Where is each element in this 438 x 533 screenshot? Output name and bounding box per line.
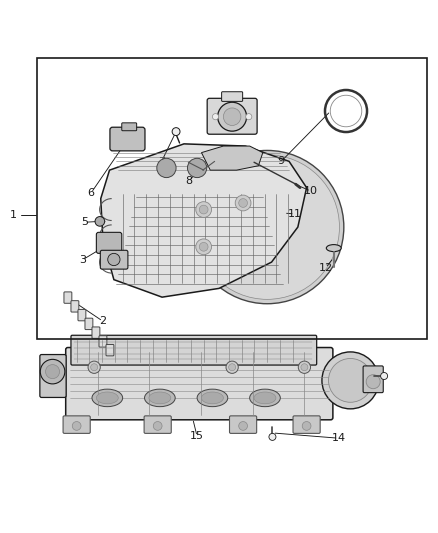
- FancyBboxPatch shape: [363, 366, 383, 393]
- Circle shape: [218, 102, 247, 131]
- Text: 3: 3: [79, 255, 86, 265]
- Circle shape: [322, 352, 379, 409]
- Circle shape: [328, 359, 372, 402]
- FancyBboxPatch shape: [106, 344, 114, 356]
- Ellipse shape: [92, 389, 123, 407]
- Text: 11: 11: [288, 209, 302, 219]
- FancyBboxPatch shape: [100, 251, 128, 269]
- FancyBboxPatch shape: [207, 98, 257, 134]
- Circle shape: [157, 158, 176, 177]
- Circle shape: [195, 155, 339, 300]
- Circle shape: [235, 195, 251, 211]
- Circle shape: [223, 108, 241, 125]
- Circle shape: [72, 422, 81, 430]
- Text: 13: 13: [347, 376, 361, 386]
- FancyBboxPatch shape: [293, 416, 320, 433]
- Circle shape: [40, 359, 65, 384]
- FancyBboxPatch shape: [92, 327, 100, 338]
- FancyBboxPatch shape: [63, 416, 90, 433]
- Text: 6: 6: [88, 188, 95, 198]
- FancyBboxPatch shape: [222, 92, 243, 101]
- Text: 4: 4: [103, 242, 110, 252]
- Circle shape: [239, 199, 247, 207]
- Circle shape: [229, 364, 236, 371]
- Text: 1: 1: [10, 210, 17, 220]
- Circle shape: [199, 243, 208, 251]
- Circle shape: [302, 422, 311, 430]
- Bar: [37, 59, 427, 339]
- Circle shape: [212, 114, 219, 120]
- Circle shape: [239, 422, 247, 430]
- Text: 7: 7: [158, 157, 165, 167]
- Circle shape: [196, 239, 212, 255]
- FancyBboxPatch shape: [64, 292, 72, 303]
- Text: 10: 10: [304, 186, 318, 196]
- FancyBboxPatch shape: [99, 336, 107, 347]
- FancyBboxPatch shape: [85, 318, 93, 329]
- Ellipse shape: [96, 392, 118, 404]
- Text: 12: 12: [318, 263, 332, 273]
- FancyBboxPatch shape: [40, 354, 66, 398]
- Ellipse shape: [201, 392, 223, 404]
- Circle shape: [298, 361, 311, 374]
- FancyBboxPatch shape: [110, 127, 145, 151]
- Circle shape: [191, 150, 344, 304]
- Circle shape: [301, 364, 308, 371]
- Ellipse shape: [326, 245, 341, 252]
- Text: 15: 15: [190, 431, 204, 441]
- Ellipse shape: [149, 392, 171, 404]
- Ellipse shape: [250, 389, 280, 407]
- Polygon shape: [101, 144, 307, 297]
- Ellipse shape: [254, 392, 276, 404]
- Circle shape: [95, 216, 105, 226]
- Text: 5: 5: [81, 217, 88, 227]
- FancyBboxPatch shape: [71, 335, 317, 365]
- Circle shape: [187, 158, 207, 177]
- Text: 8: 8: [186, 176, 193, 186]
- FancyBboxPatch shape: [122, 123, 137, 131]
- Text: 2: 2: [99, 316, 106, 326]
- Circle shape: [226, 361, 238, 374]
- Circle shape: [46, 365, 60, 378]
- Circle shape: [91, 364, 98, 371]
- Circle shape: [88, 361, 100, 374]
- Text: 9: 9: [278, 156, 285, 166]
- Circle shape: [172, 128, 180, 135]
- Ellipse shape: [197, 389, 228, 407]
- Circle shape: [246, 114, 252, 120]
- Circle shape: [269, 433, 276, 440]
- Circle shape: [199, 205, 208, 214]
- FancyBboxPatch shape: [230, 416, 257, 433]
- FancyBboxPatch shape: [71, 301, 79, 312]
- Polygon shape: [201, 146, 263, 170]
- FancyBboxPatch shape: [96, 232, 122, 253]
- FancyBboxPatch shape: [78, 310, 86, 321]
- Text: 14: 14: [332, 433, 346, 443]
- FancyBboxPatch shape: [66, 348, 333, 420]
- Circle shape: [108, 253, 120, 265]
- FancyBboxPatch shape: [144, 416, 171, 433]
- Circle shape: [153, 422, 162, 430]
- Circle shape: [381, 373, 388, 379]
- Circle shape: [366, 375, 380, 389]
- Ellipse shape: [145, 389, 175, 407]
- Circle shape: [196, 201, 212, 217]
